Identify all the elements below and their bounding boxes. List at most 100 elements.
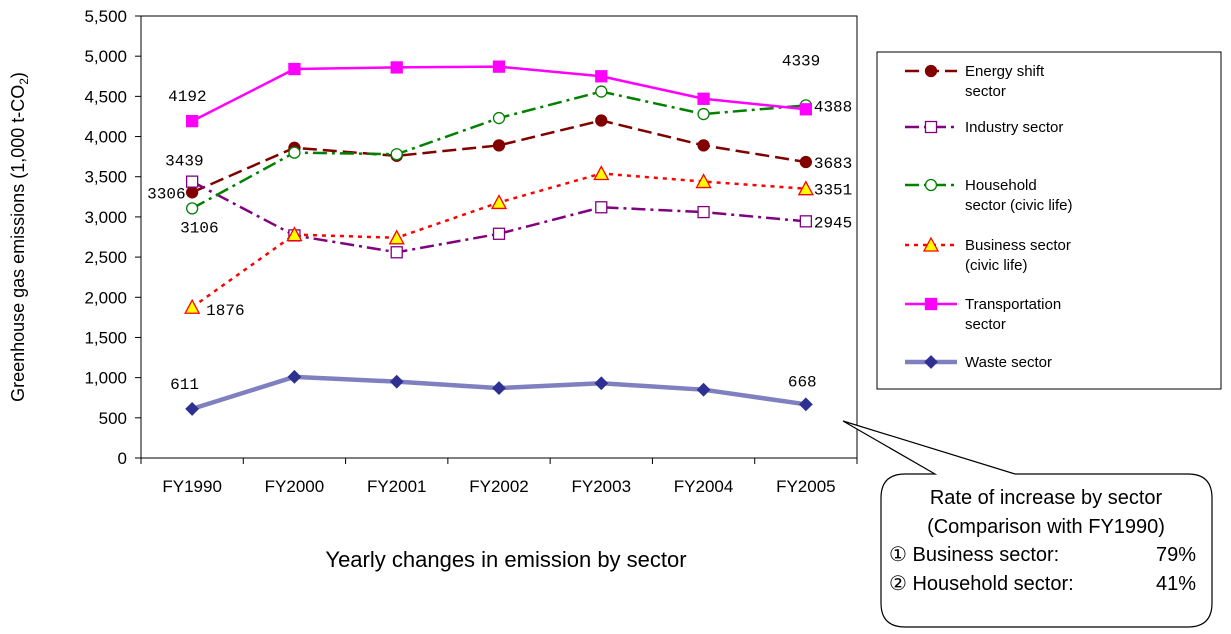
data-point bbox=[492, 139, 506, 152]
data-point bbox=[594, 376, 609, 391]
callout-business-value: 79% bbox=[1156, 544, 1196, 566]
y-tick-label: 3,500 bbox=[84, 168, 127, 187]
callout-box bbox=[842, 420, 1213, 628]
y-tick-label: 4,500 bbox=[84, 87, 127, 106]
data-label: 611 bbox=[170, 376, 199, 394]
legend-marker bbox=[922, 236, 940, 252]
data-label: 2945 bbox=[814, 214, 852, 232]
x-tick-label: FY2004 bbox=[674, 477, 734, 496]
data-point bbox=[595, 85, 608, 98]
data-label: 3106 bbox=[180, 219, 218, 237]
data-label-layer: 3306 3683 3439 2945 3106 4388 1876 3351 4192 4339… bbox=[147, 52, 852, 394]
legend-marker bbox=[924, 64, 938, 78]
x-axis: FY1990 FY2000 FY2001 FY2002 FY2003 FY2004 FY20… bbox=[140, 458, 858, 496]
legend-marker bbox=[924, 120, 938, 134]
y-tick-label: 2,000 bbox=[84, 288, 127, 307]
data-point bbox=[697, 107, 710, 121]
legend-marker bbox=[924, 178, 938, 192]
y-tick-label: 5,500 bbox=[84, 7, 127, 26]
data-point bbox=[388, 229, 405, 245]
legend-item: Business sector (civic life) bbox=[905, 236, 1071, 274]
y-axis: 0 500 1,000 1,500 2,000 2,500 3,000 3,500 4,000 4… bbox=[84, 7, 141, 468]
y-tick-label: 2,500 bbox=[84, 248, 127, 267]
data-point bbox=[696, 382, 711, 397]
legend-label: Energy shift bbox=[965, 63, 1045, 80]
data-point bbox=[595, 114, 608, 127]
callout-subheading: (Comparison with FY1990) bbox=[927, 516, 1165, 538]
callout-heading: Rate of increase by sector bbox=[930, 487, 1163, 509]
data-point bbox=[492, 381, 506, 396]
y-tick-label: 1,500 bbox=[84, 328, 127, 347]
data-label: 3306 bbox=[147, 185, 185, 203]
legend-item: Household sector (civic life) bbox=[905, 177, 1073, 214]
data-label: 4339 bbox=[782, 52, 820, 70]
data-point bbox=[185, 401, 200, 416]
x-tick-label: FY1990 bbox=[162, 477, 222, 496]
data-point bbox=[799, 215, 813, 228]
data-label: 668 bbox=[788, 373, 817, 391]
data-point bbox=[797, 180, 814, 196]
data-point bbox=[185, 175, 199, 188]
legend-label: sector bbox=[965, 316, 1006, 333]
data-point bbox=[185, 114, 199, 128]
data-point bbox=[798, 397, 813, 412]
data-point bbox=[492, 227, 506, 240]
data-point bbox=[697, 139, 710, 152]
data-point bbox=[492, 111, 506, 125]
data-point bbox=[595, 201, 608, 214]
y-tick-label: 4,000 bbox=[84, 128, 127, 147]
legend: Energy shift sector Industry sector Househo… bbox=[905, 63, 1073, 371]
legend-box bbox=[876, 51, 1222, 390]
data-point bbox=[286, 226, 303, 242]
data-point bbox=[288, 146, 301, 159]
data-point bbox=[390, 246, 403, 259]
data-point bbox=[492, 60, 506, 73]
data-label: 4192 bbox=[168, 88, 206, 106]
series-3 bbox=[184, 165, 814, 314]
legend-label: Industry sector bbox=[965, 119, 1063, 136]
chart-title: Yearly changes in emission by sector bbox=[325, 547, 686, 572]
series-layer bbox=[184, 60, 814, 416]
legend-label: Business sector bbox=[965, 237, 1071, 254]
data-point bbox=[390, 148, 403, 161]
legend-label: Household bbox=[965, 177, 1037, 194]
legend-item: Transportation sector bbox=[905, 296, 1061, 333]
data-point bbox=[390, 61, 403, 74]
data-point bbox=[799, 103, 813, 116]
data-point bbox=[593, 165, 610, 181]
data-label: 3683 bbox=[814, 155, 852, 173]
data-label: 4388 bbox=[814, 98, 852, 116]
legend-label: (civic life) bbox=[965, 257, 1028, 274]
data-point bbox=[695, 173, 712, 189]
y-axis-label: Greenhouse gas emissions (1,000 t-CO2) bbox=[8, 72, 31, 402]
data-label: 3439 bbox=[165, 153, 203, 171]
data-point bbox=[185, 186, 199, 199]
data-point bbox=[184, 298, 201, 314]
data-point bbox=[490, 194, 508, 210]
callout-household-value: 41% bbox=[1156, 573, 1196, 595]
x-tick-label: FY2005 bbox=[776, 477, 836, 496]
legend-label: Transportation bbox=[965, 296, 1061, 313]
x-tick-label: FY2002 bbox=[469, 477, 529, 496]
legend-item: Industry sector bbox=[905, 119, 1063, 136]
callout-text: Rate of increase by sector (Comparison w… bbox=[889, 487, 1196, 595]
data-point bbox=[389, 374, 404, 389]
data-point bbox=[287, 369, 302, 384]
series-4 bbox=[185, 60, 813, 128]
legend-item: Energy shift sector bbox=[905, 63, 1045, 100]
x-tick-label: FY2001 bbox=[367, 477, 427, 496]
data-point bbox=[185, 202, 199, 215]
data-label: 1876 bbox=[206, 302, 244, 320]
legend-marker bbox=[924, 297, 938, 311]
x-tick-label: FY2003 bbox=[572, 477, 632, 496]
y-tick-label: 500 bbox=[99, 409, 127, 428]
callout-household-label: ② Household sector: bbox=[889, 573, 1074, 595]
data-point bbox=[697, 92, 710, 105]
series-5 bbox=[185, 369, 813, 416]
y-tick-label: 3,000 bbox=[84, 208, 127, 227]
legend-label: Waste sector bbox=[965, 354, 1052, 371]
callout-business-label: ① Business sector: bbox=[889, 544, 1059, 566]
data-label: 3351 bbox=[814, 182, 852, 200]
data-point bbox=[799, 155, 813, 169]
